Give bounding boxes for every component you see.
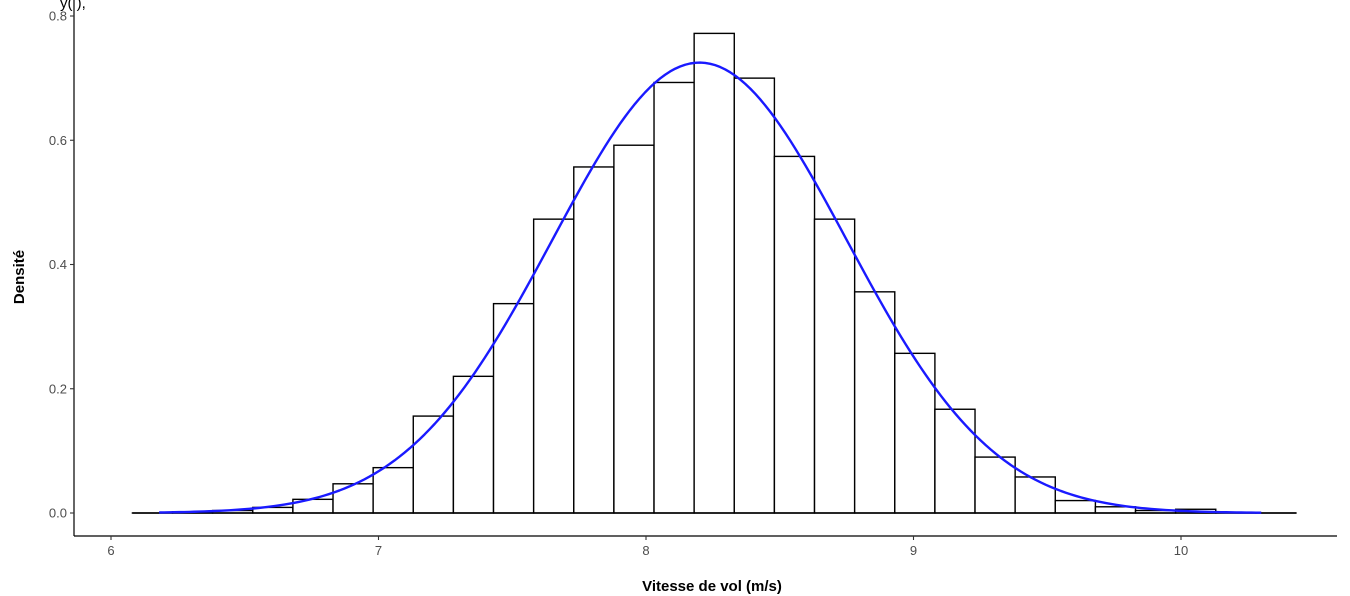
tick-labels: 6 7 8 9 10 0.0 0.2 0.4 0.6 0.8: [49, 9, 1188, 559]
histogram-bar-17: [813, 218, 856, 514]
y-tick-label-1: 0.2: [49, 381, 67, 396]
y-axis-title: Densité: [11, 250, 28, 304]
x-tick-label-1: 7: [375, 543, 382, 558]
histogram-bar-22: [1014, 476, 1056, 514]
histogram-bar-16: [773, 155, 816, 514]
histogram-bar-9: [492, 302, 535, 514]
x-tick-label-0: 6: [107, 543, 114, 558]
histogram-bar-13: [653, 81, 695, 514]
axes: [73, 0, 1337, 537]
histogram-bars: [131, 32, 1297, 514]
density-curve-layer: [159, 61, 1262, 514]
histogram-bar-7: [412, 415, 455, 514]
y-tick-label-2: 0.4: [49, 257, 67, 272]
x-tick-label-4: 10: [1174, 543, 1188, 558]
histogram-bar-15: [733, 77, 776, 514]
histogram-bar-20: [934, 408, 976, 514]
histogram-bar-5: [332, 483, 374, 514]
density-curve: [159, 61, 1262, 514]
histogram-bar-6: [372, 466, 414, 514]
histogram-bar-19: [894, 352, 936, 514]
x-tick-label-2: 8: [642, 543, 649, 558]
x-axis-title: Vitesse de vol (m/s): [642, 578, 782, 595]
histogram-bar-14: [693, 32, 735, 514]
histogram-bar-12: [613, 144, 655, 514]
histogram-bar-11: [573, 166, 615, 514]
chart-title-partial: y( ),: [60, 0, 86, 12]
histogram-bar-8: [452, 375, 495, 514]
y-tick-label-0: 0.0: [49, 506, 67, 521]
histogram-bar-18: [853, 291, 896, 514]
histogram-bar-10: [532, 218, 575, 514]
histogram-bar-21: [974, 456, 1016, 514]
y-tick-label-4: 0.8: [49, 9, 67, 24]
y-tick-label-3: 0.6: [49, 133, 67, 148]
x-tick-label-3: 9: [910, 543, 917, 558]
histogram-bar-23: [1054, 499, 1097, 514]
